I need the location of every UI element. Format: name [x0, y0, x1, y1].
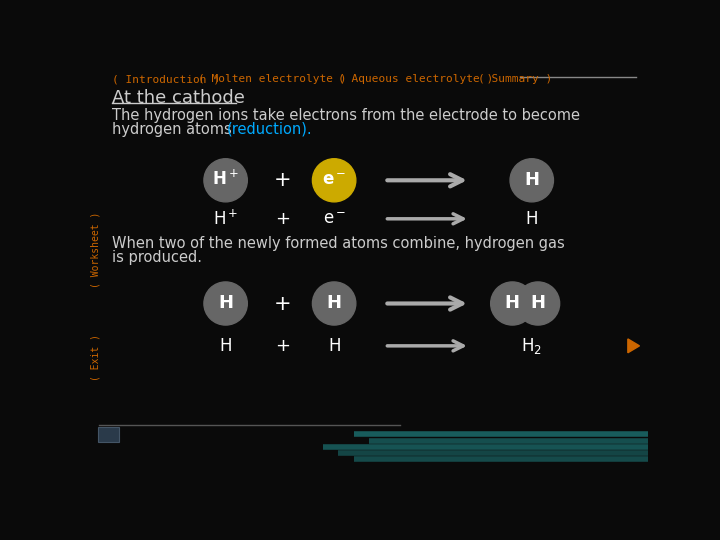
Text: (reduction).: (reduction). [226, 122, 312, 137]
Text: ( Introduction ): ( Introduction ) [112, 74, 220, 84]
Text: H: H [524, 171, 539, 190]
Text: e$^-$: e$^-$ [323, 210, 346, 228]
Text: At the cathode: At the cathode [112, 90, 245, 107]
Text: ( Aqueous electrolyte ): ( Aqueous electrolyte ) [338, 74, 493, 84]
Text: When two of the newly formed atoms combine, hydrogen gas: When two of the newly formed atoms combi… [112, 236, 564, 251]
Text: H: H [218, 294, 233, 313]
Text: ( Molten electrolyte ): ( Molten electrolyte ) [199, 74, 347, 84]
Circle shape [510, 159, 554, 202]
Text: H$_2$: H$_2$ [521, 336, 542, 356]
Text: The hydrogen ions take electrons from the electrode to become: The hydrogen ions take electrons from th… [112, 108, 580, 123]
Text: ( Exit ): ( Exit ) [91, 334, 100, 381]
Text: ( Worksheet ): ( Worksheet ) [91, 212, 100, 288]
Circle shape [312, 159, 356, 202]
Text: e$^-$: e$^-$ [322, 171, 346, 188]
FancyBboxPatch shape [98, 427, 120, 442]
Text: H: H [328, 337, 341, 355]
Polygon shape [628, 339, 639, 353]
Text: +: + [274, 294, 291, 314]
Text: ( Summary ): ( Summary ) [477, 74, 552, 84]
Text: H: H [526, 210, 538, 228]
Text: H: H [531, 294, 546, 313]
Text: H: H [327, 294, 341, 313]
Text: +: + [275, 337, 289, 355]
Text: H: H [505, 294, 520, 313]
Circle shape [490, 282, 534, 325]
Text: H: H [220, 337, 232, 355]
Circle shape [516, 282, 559, 325]
Text: hydrogen atoms: hydrogen atoms [112, 122, 236, 137]
Text: is produced.: is produced. [112, 249, 202, 265]
Circle shape [312, 282, 356, 325]
Circle shape [204, 159, 248, 202]
Circle shape [204, 282, 248, 325]
Text: +: + [275, 210, 289, 228]
Text: H$^+$: H$^+$ [213, 209, 238, 228]
Text: H$^+$: H$^+$ [212, 170, 239, 189]
Text: +: + [274, 170, 291, 190]
